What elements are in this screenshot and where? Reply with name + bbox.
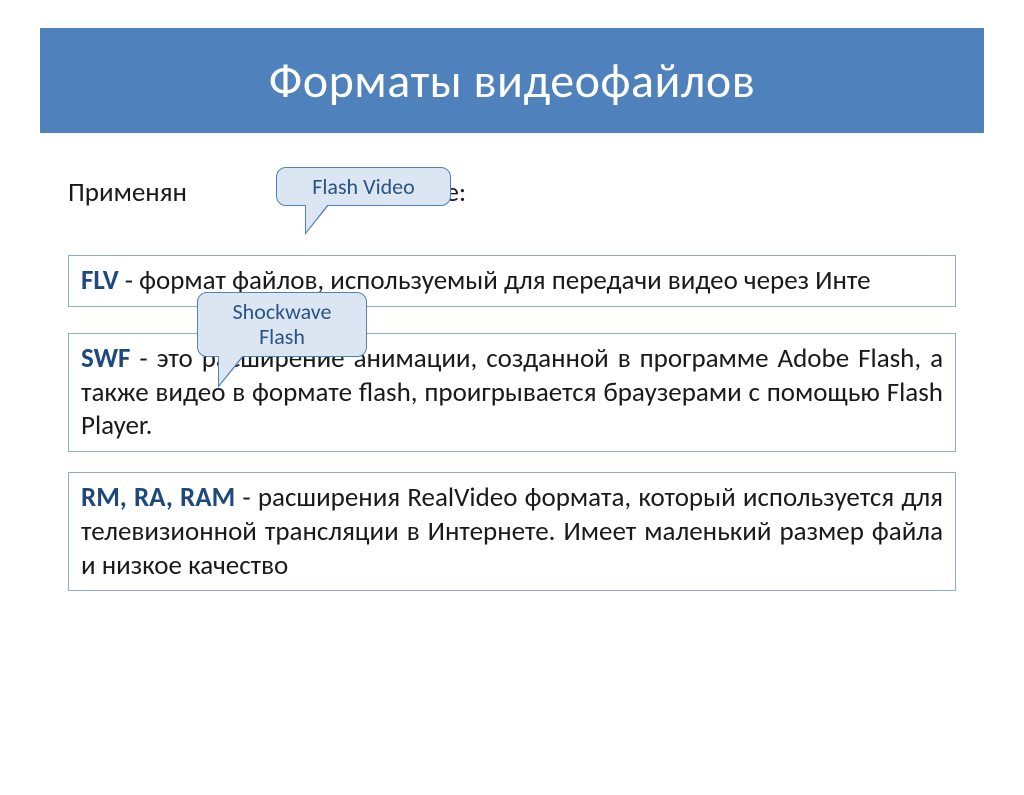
callout-tail-icon — [219, 355, 243, 385]
callout-label-line2: Flash — [259, 323, 305, 350]
slide-title: Форматы видеофайлов — [269, 51, 755, 110]
callout-flash-video: Flash Video — [276, 167, 451, 206]
title-bar: Форматы видеофайлов — [40, 28, 984, 133]
callout-box: Flash Video — [276, 167, 451, 206]
format-name-flv: FLV — [81, 264, 119, 297]
format-name-rm: RM, RA, RAM — [81, 481, 235, 514]
format-desc-swf: - это расширение анимации, созданной в п… — [81, 342, 943, 443]
content-area: Применянете: Flash Video FLV - формат фа… — [0, 175, 1024, 591]
callout-box: Shockwave Flash — [197, 292, 367, 357]
format-name-swf: SWF — [81, 342, 130, 375]
callout-shockwave-flash: Shockwave Flash — [197, 292, 367, 357]
callout-tail-icon — [306, 204, 328, 232]
definition-box-rm: RM, RA, RAM - расширения RealVideo форма… — [68, 472, 956, 591]
definition-box-flv: FLV - формат файлов, используемый для пе… — [68, 255, 956, 307]
subtitle-row: Применянете: Flash Video — [68, 175, 956, 255]
callout-label-line1: Shockwave — [233, 298, 332, 325]
slide: Форматы видеофайлов Применянете: Flash V… — [0, 28, 1024, 795]
callout-label: Flash Video — [312, 173, 414, 200]
subtitle-left: Применян — [68, 176, 187, 209]
